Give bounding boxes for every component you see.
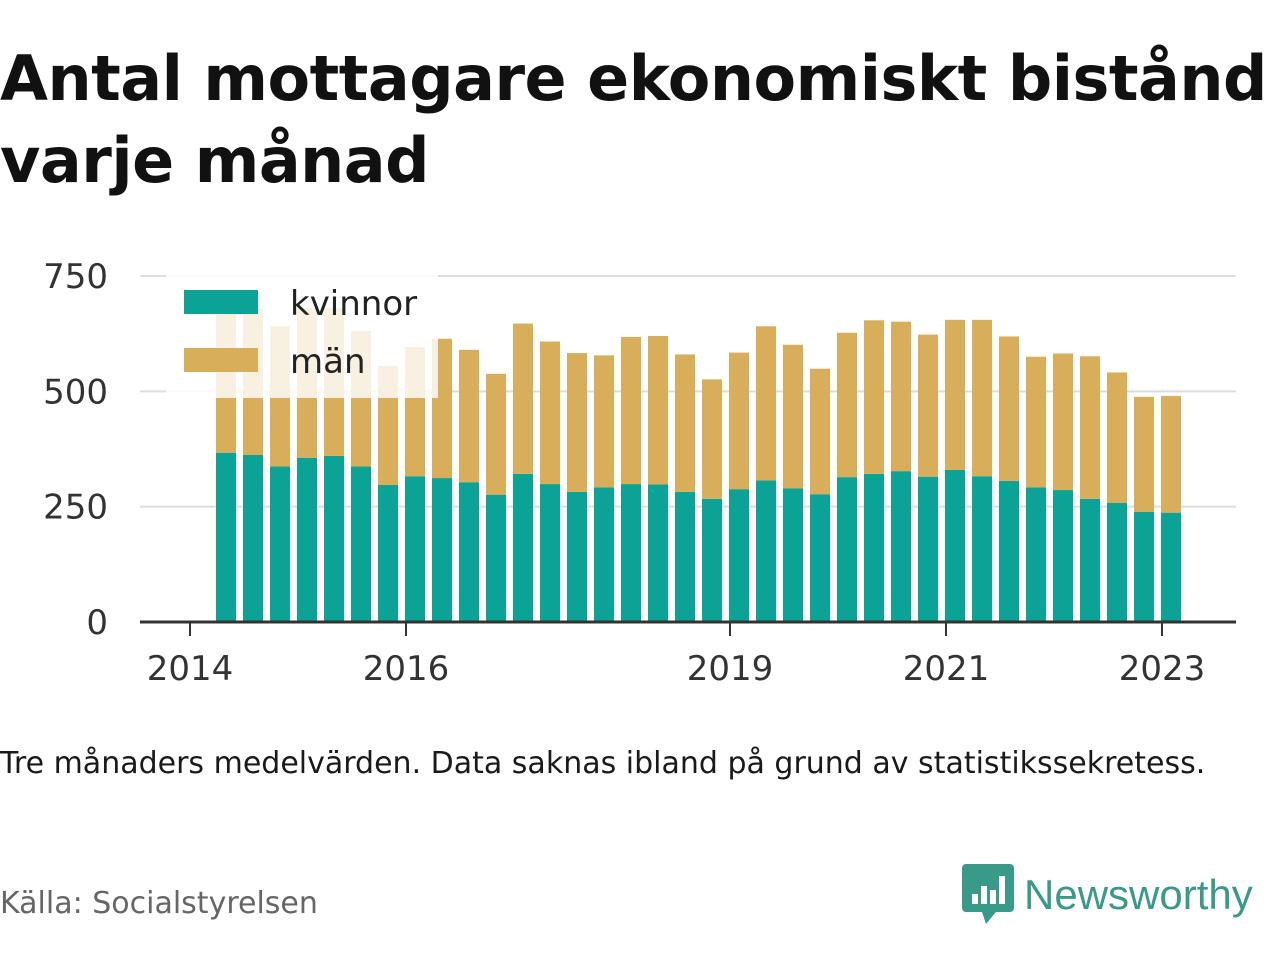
bar-man-18 [702, 379, 722, 499]
x-tick-label-2023: 2023 [1119, 649, 1206, 689]
bar-man-11 [513, 323, 533, 474]
bar-man-32 [1080, 356, 1100, 499]
bar-kvinnor-26 [918, 476, 938, 622]
legend-swatch-man [184, 348, 258, 372]
bar-kvinnor-0 [216, 452, 236, 622]
bar-man-35 [1161, 395, 1181, 513]
bar-kvinnor-27 [945, 469, 965, 622]
bar-kvinnor-13 [567, 491, 587, 622]
bar-man-21 [783, 344, 803, 489]
chart-title: Antal mottagare ekonomiskt bistånd varje… [0, 38, 1280, 202]
bar-kvinnor-16 [648, 484, 668, 622]
bar-kvinnor-17 [675, 491, 695, 622]
bar-kvinnor-30 [1026, 487, 1046, 622]
bar-kvinnor-18 [702, 498, 722, 622]
bar-kvinnor-9 [459, 482, 479, 622]
bar-kvinnor-11 [513, 473, 533, 622]
bar-kvinnor-15 [621, 484, 641, 622]
bar-man-24 [864, 320, 884, 474]
bar-man-20 [756, 326, 776, 481]
bar-man-13 [567, 353, 587, 492]
chart-title-line-2: varje månad [0, 124, 430, 197]
bar-kvinnor-31 [1053, 490, 1073, 622]
bar-kvinnor-20 [756, 480, 776, 622]
bar-kvinnor-21 [783, 488, 803, 622]
bar-man-16 [648, 335, 668, 485]
legend-swatch-kvinnor [184, 290, 258, 314]
bar-kvinnor-5 [351, 466, 371, 622]
y-tick-label-500: 500 [43, 372, 108, 412]
bar-kvinnor-35 [1161, 512, 1181, 622]
x-tick-label-2021: 2021 [903, 649, 990, 689]
bar-kvinnor-29 [999, 480, 1019, 622]
bar-kvinnor-1 [243, 454, 263, 622]
bar-kvinnor-25 [891, 471, 911, 622]
bar-kvinnor-6 [378, 484, 398, 622]
bar-man-15 [621, 336, 641, 485]
bar-man-23 [837, 332, 857, 478]
brand-logo: Newsworthy [962, 862, 1253, 928]
chart-title-line-1: Antal mottagare ekonomiskt bistånd [0, 42, 1267, 115]
bar-man-30 [1026, 356, 1046, 488]
legend-label-kvinnor: kvinnor [290, 284, 417, 324]
bar-man-9 [459, 349, 479, 483]
bar-kvinnor-19 [729, 489, 749, 622]
bar-man-31 [1053, 353, 1073, 491]
bar-kvinnor-34 [1134, 511, 1154, 622]
bar-man-34 [1134, 396, 1154, 512]
bar-man-19 [729, 352, 749, 490]
y-tick-label-250: 250 [43, 488, 108, 528]
legend: kvinnor män [166, 272, 438, 398]
newsworthy-logo-icon [962, 864, 1014, 924]
bar-kvinnor-3 [297, 457, 317, 622]
bar-man-22 [810, 368, 830, 495]
bar-kvinnor-32 [1080, 498, 1100, 622]
stacked-bar-chart: 0 250 500 750 2014 2016 2019 2021 2023 kvinnor m… [43, 257, 1236, 689]
bar-man-17 [675, 354, 695, 492]
bar-man-14 [594, 355, 614, 488]
source-text: Källa: Socialstyrelsen [0, 886, 318, 921]
x-tick-label-2016: 2016 [363, 649, 450, 689]
bar-kvinnor-22 [810, 494, 830, 622]
y-tick-label-750: 750 [43, 257, 108, 297]
bar-kvinnor-4 [324, 455, 344, 622]
axes: 0 250 500 750 2014 2016 2019 2021 2023 [43, 257, 1236, 689]
legend-label-man: män [290, 342, 366, 382]
bar-kvinnor-8 [432, 478, 452, 622]
chart-note: Tre månaders medelvärden. Data saknas ib… [0, 746, 1206, 781]
bar-man-33 [1107, 372, 1127, 503]
y-tick-label-0: 0 [86, 603, 108, 643]
x-tick-label-2019: 2019 [687, 649, 774, 689]
bar-man-12 [540, 341, 560, 485]
bar-man-10 [486, 373, 506, 495]
bar-kvinnor-14 [594, 487, 614, 622]
bar-kvinnor-24 [864, 473, 884, 622]
x-tick-label-2014: 2014 [147, 649, 234, 689]
bar-kvinnor-2 [270, 466, 290, 622]
brand-name: Newsworthy [1024, 871, 1253, 918]
bar-man-27 [945, 319, 965, 470]
bar-man-29 [999, 336, 1019, 481]
bar-kvinnor-10 [486, 494, 506, 622]
bar-kvinnor-23 [837, 477, 857, 622]
bar-kvinnor-33 [1107, 502, 1127, 622]
bar-man-26 [918, 334, 938, 477]
bar-man-28 [972, 319, 992, 477]
bar-man-25 [891, 321, 911, 472]
bar-kvinnor-28 [972, 476, 992, 622]
bars [216, 307, 1181, 622]
bar-kvinnor-7 [405, 476, 425, 622]
bar-kvinnor-12 [540, 484, 560, 622]
